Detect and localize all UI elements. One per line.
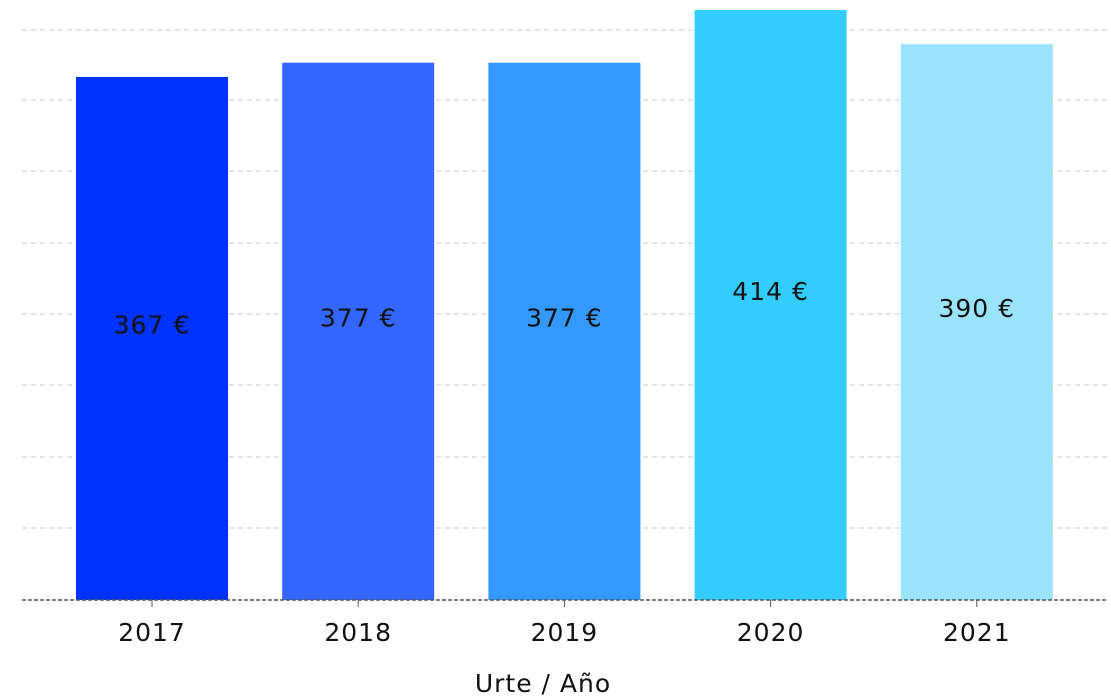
data-label-2021: 390 € (939, 294, 1016, 323)
x-tick-label-2018: 2018 (324, 618, 392, 647)
x-tick-label-2017: 2017 (118, 618, 186, 647)
data-label-2019: 377 € (526, 303, 603, 332)
bar-2018 (282, 62, 435, 600)
bar-2017 (76, 76, 228, 601)
x-tick-label-2021: 2021 (943, 618, 1011, 647)
x-tick-label-2020: 2020 (737, 618, 805, 647)
bar-2019 (488, 62, 641, 600)
data-label-2018: 377 € (320, 303, 397, 332)
data-label-2020: 414 € (732, 277, 809, 306)
bar-2021 (900, 44, 1053, 601)
x-axis-ticks: 2017 2018 2019 2020 2021 (118, 600, 1010, 647)
bars (76, 10, 1053, 601)
x-axis-title: Urte / Año (475, 669, 611, 698)
x-tick-label-2019: 2019 (531, 618, 599, 647)
data-labels: 367 € 377 € 377 € 414 € 390 € (114, 277, 1016, 339)
bar-2020 (694, 10, 847, 600)
data-label-2017: 367 € (114, 310, 191, 339)
